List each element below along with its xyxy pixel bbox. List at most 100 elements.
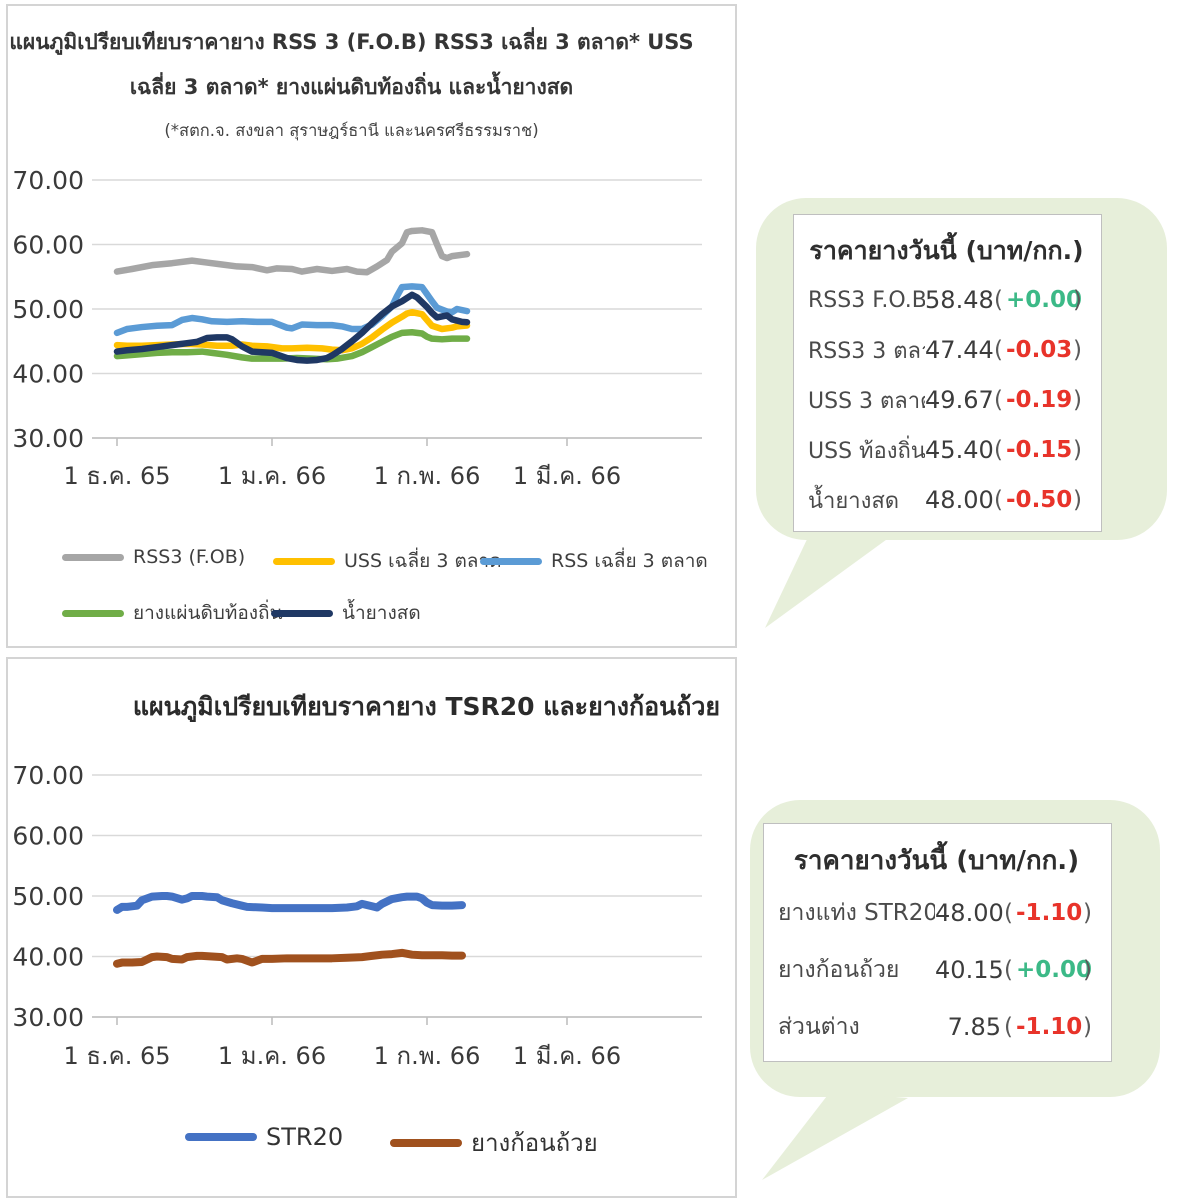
legend-item-fresh-latex: น้ำยางสด	[271, 598, 421, 628]
price-label: RSS3 F.O.B	[808, 287, 926, 313]
price-row-rss3-3markets: RSS3 3 ตลาด 47.44 ( -0.03 )	[808, 325, 1085, 375]
price-label: USS 3 ตลาด	[808, 388, 926, 414]
x-axis-label: 1 มี.ค. 66	[513, 1042, 621, 1070]
paren-open: (	[994, 437, 1004, 463]
x-axis-label: 1 ม.ค. 66	[218, 462, 326, 490]
paren-open: (	[994, 487, 1004, 513]
paren-close: )	[1073, 337, 1082, 363]
paren-close: )	[1073, 437, 1082, 463]
legend-swatch-green	[62, 609, 124, 617]
paren-open: (	[994, 387, 1004, 413]
paren-close: )	[1083, 957, 1092, 983]
y-axis-label: 70.00	[12, 761, 84, 790]
legend-label: STR20	[266, 1123, 344, 1151]
price-label: ส่วนต่าง	[778, 1013, 860, 1040]
legend-swatch-blue	[185, 1133, 257, 1141]
legend-label: ยางแผ่นดิบท้องถิ่น	[133, 602, 283, 624]
legend-item-local-sheet: ยางแผ่นดิบท้องถิ่น	[62, 598, 283, 628]
top-chart-title-line1: แผนภูมิเปรียบเทียบราคายาง RSS 3 (F.O.B) …	[9, 30, 694, 54]
price-change: -0.19	[1006, 387, 1073, 413]
y-axis-label: 30.00	[12, 1003, 84, 1032]
price-table-today: ราคายางวันนี้ (บาท/กก.) RSS3 F.O.B 58.48…	[793, 214, 1102, 532]
x-axis-label: 1 ม.ค. 66	[218, 1042, 326, 1070]
y-axis-label: 60.00	[12, 231, 84, 260]
price-value: 48.00	[935, 899, 1004, 928]
y-axis-label: 60.00	[12, 822, 84, 851]
price-table-title: ราคายางวันนี้ (บาท/กก.)	[809, 236, 1084, 265]
paren-close: )	[1083, 1013, 1092, 1040]
legend-item-str20: STR20	[185, 1123, 343, 1151]
legend-swatch-blue	[480, 557, 542, 565]
series-line-rss_avg3	[113, 283, 471, 337]
price-value: 48.00	[925, 486, 994, 514]
x-axis-label: 1 ก.พ. 66	[374, 1042, 481, 1070]
legend-swatch-navy	[271, 609, 333, 617]
y-axis-label: 30.00	[12, 424, 84, 453]
paren-close: )	[1073, 387, 1082, 413]
price-label: ยางแท่ง STR20	[778, 900, 936, 927]
top-chart-plot: 70.00 60.00 50.00 40.00 30.00 1 ธ.ค. 65 1 ม.ค.…	[12, 166, 702, 490]
price-change: -0.15	[1006, 437, 1073, 463]
legend-label: ยางก้อนถ้วย	[471, 1129, 598, 1157]
bottom-chart-plot: 70.00 60.00 50.00 40.00 30.00 1 ธ.ค. 65 1 ม.ค.…	[12, 761, 702, 1070]
paren-open: (	[1004, 1013, 1014, 1040]
price-value: 45.40	[925, 436, 994, 464]
y-axis-label: 40.00	[12, 360, 84, 389]
series-line-fresh_latex	[113, 291, 471, 364]
price-row-uss-3markets: USS 3 ตลาด 49.67 ( -0.19 )	[808, 375, 1085, 425]
legend-item-cup-lump: ยางก้อนถ้วย	[390, 1123, 598, 1162]
price-change: +0.00	[1006, 287, 1083, 313]
legend-swatch-gray	[62, 553, 124, 561]
legend-swatch-yellow	[273, 557, 335, 565]
legend-label: RSS3 (F.OB)	[133, 546, 246, 568]
paren-close: )	[1073, 287, 1082, 313]
y-axis-label: 40.00	[12, 943, 84, 972]
price-value: 7.85	[947, 1012, 1002, 1041]
legend-item-uss-avg3: USS เฉลี่ย 3 ตลาด	[273, 546, 501, 576]
price-change: -1.10	[1016, 1013, 1083, 1040]
paren-open: (	[1004, 900, 1014, 927]
price-row-difference: ส่วนต่าง 7.85 ( -1.10 )	[778, 998, 1095, 1055]
x-axis-label: 1 มี.ค. 66	[513, 462, 621, 490]
price-row-uss-local: USS ท้องถิ่น 45.40 ( -0.15 )	[808, 425, 1085, 475]
price-label: น้ำยางสด	[808, 488, 900, 514]
x-axis-label: 1 ธ.ค. 65	[63, 1042, 170, 1070]
top-chart-title-line3: (*สตก.จ. สงขลา สุราษฎร์ธานี และนครศรีธรร…	[164, 121, 539, 140]
y-axis-label: 50.00	[12, 882, 84, 911]
y-axis-label: 70.00	[12, 166, 84, 195]
paren-open: (	[994, 337, 1004, 363]
price-change: -0.03	[1006, 337, 1073, 363]
price-table-title: ราคายางวันนี้ (บาท/กก.)	[793, 846, 1080, 876]
bottom-chart-title: แผนภูมิเปรียบเทียบราคายาง TSR20 และยางก้…	[132, 692, 721, 721]
series-line-rss3_fob	[113, 227, 471, 276]
price-row-fresh-latex: น้ำยางสด 48.00 ( -0.50 )	[808, 475, 1085, 525]
legend-label: USS เฉลี่ย 3 ตลาด	[344, 550, 502, 572]
y-axis-label: 50.00	[12, 295, 84, 324]
series-line-cup_lump	[113, 948, 466, 968]
top-chart-panel: แผนภูมิเปรียบเทียบราคายาง RSS 3 (F.O.B) …	[6, 4, 737, 648]
price-row-str20: ยางแท่ง STR20 48.00 ( -1.10 )	[778, 885, 1095, 942]
callout-tail-bottom	[762, 1092, 908, 1180]
price-change: +0.00	[1016, 957, 1093, 983]
price-value: 47.44	[925, 336, 994, 364]
legend-item-rss3-fob: RSS3 (F.OB)	[62, 546, 245, 568]
price-value: 40.15	[935, 956, 1004, 984]
price-change: -1.10	[1016, 900, 1083, 927]
legend-swatch-brown	[390, 1138, 462, 1147]
paren-open: (	[994, 287, 1004, 313]
paren-close: )	[1083, 900, 1092, 927]
callout-tail-top	[765, 533, 890, 628]
x-axis-label: 1 ธ.ค. 65	[63, 462, 170, 490]
price-row-cup-lump: ยางก้อนถ้วย 40.15 ( +0.00 )	[778, 942, 1095, 999]
paren-close: )	[1073, 487, 1082, 513]
x-axis-label: 1 ก.พ. 66	[374, 462, 481, 490]
price-label: USS ท้องถิ่น	[808, 438, 926, 464]
price-row-rss3-fob: RSS3 F.O.B 58.48 ( +0.00 )	[808, 275, 1085, 325]
legend-label: RSS เฉลี่ย 3 ตลาด	[551, 550, 708, 572]
top-chart-title-line2: เฉลี่ย 3 ตลาด* ยางแผ่นดิบท้องถิ่น และน้ำ…	[129, 75, 574, 99]
price-change: -0.50	[1006, 487, 1073, 513]
price-value: 49.67	[925, 386, 994, 414]
series-line-str20	[113, 892, 466, 914]
legend-item-rss-avg3: RSS เฉลี่ย 3 ตลาด	[480, 546, 708, 576]
